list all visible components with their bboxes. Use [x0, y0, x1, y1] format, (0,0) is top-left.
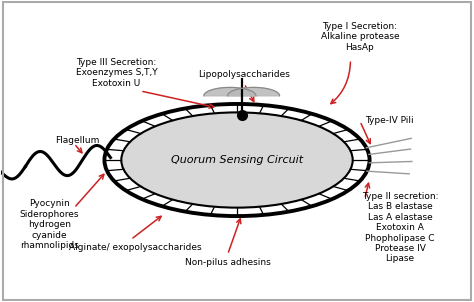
Text: Type-IV Pili: Type-IV Pili	[365, 117, 413, 125]
Text: Flagellum: Flagellum	[55, 136, 100, 145]
Text: Type II secretion:
Las B elastase
Las A elastase
Exotoxin A
Phopholipase C
Prote: Type II secretion: Las B elastase Las A …	[362, 192, 438, 263]
Polygon shape	[204, 87, 256, 96]
Text: Type I Secretion:
Alkaline protease
HasAp: Type I Secretion: Alkaline protease HasA…	[320, 22, 399, 52]
Ellipse shape	[121, 112, 353, 208]
Polygon shape	[228, 87, 280, 96]
Text: Non-pilus adhesins: Non-pilus adhesins	[185, 258, 271, 267]
Text: Lipopolysaccharides: Lipopolysaccharides	[198, 70, 290, 79]
Text: Quorum Sensing Circuit: Quorum Sensing Circuit	[171, 155, 303, 165]
Text: Alginate/ exopolysaccharides: Alginate/ exopolysaccharides	[69, 243, 202, 252]
Text: Type III Secretion:
Exoenzymes S,T,Y
Exotoxin U: Type III Secretion: Exoenzymes S,T,Y Exo…	[76, 58, 157, 88]
Text: Pyocynin
Siderophores
hydrogen
cyanide
rhamnolipids: Pyocynin Siderophores hydrogen cyanide r…	[19, 199, 79, 250]
